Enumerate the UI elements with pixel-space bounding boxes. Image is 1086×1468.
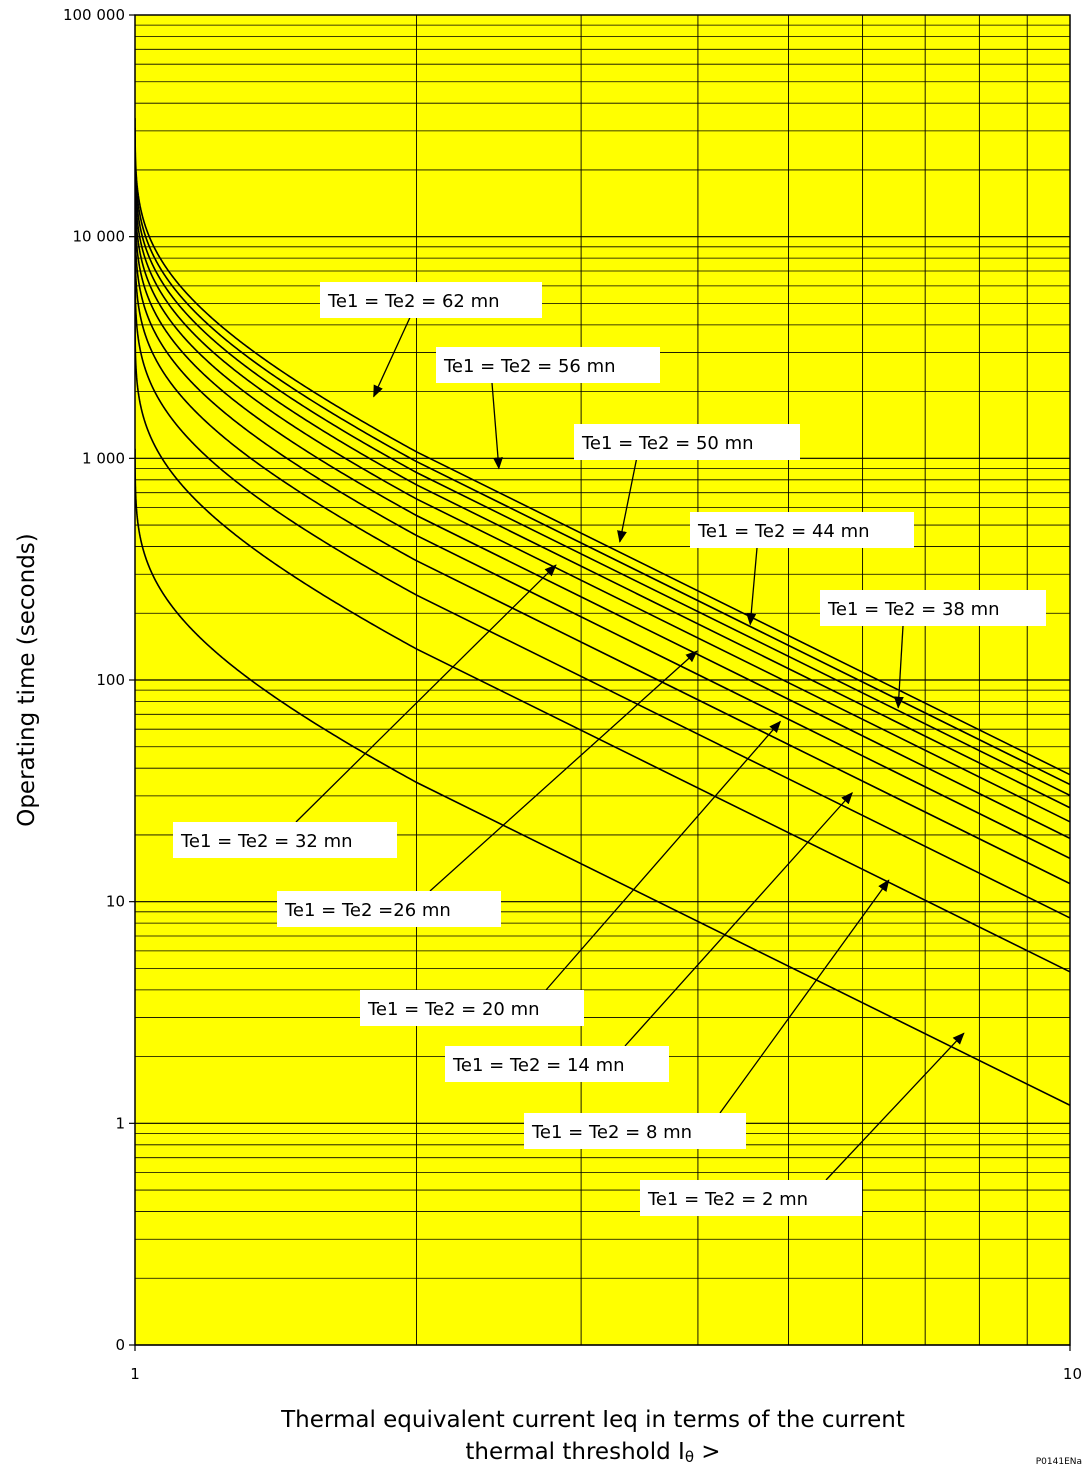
- callout-label: Te1 = Te2 = 62 mn: [327, 291, 500, 312]
- callout-box: [436, 347, 660, 383]
- callout-arrow: [545, 720, 781, 991]
- callout-box: [574, 424, 800, 460]
- callout-arrow: [825, 1032, 965, 1181]
- callout-arrow: [719, 879, 890, 1114]
- callout-arrow: [746, 547, 758, 626]
- callout-box: [277, 891, 501, 927]
- callout-label: Te1 = Te2 = 38 mn: [827, 599, 1000, 620]
- callout-box: [445, 1046, 669, 1082]
- annotations: Te1 = Te2 = 62 mn Te1 = Te2 = 56 mn Te1 = …: [173, 282, 1046, 1216]
- y-tick-label: 1 000: [82, 449, 125, 467]
- callout-label: Te1 = Te2 = 20 mn: [367, 999, 540, 1020]
- callout-box: [320, 282, 542, 318]
- x-axis-title-suffix: >: [694, 1439, 721, 1465]
- callout-label: Te1 = Te2 = 32 mn: [180, 831, 353, 852]
- callout-label: Te1 = Te2 = 2 mn: [647, 1189, 808, 1210]
- callout-box: [524, 1113, 746, 1149]
- callout-label: Te1 = Te2 = 50 mn: [581, 433, 754, 454]
- y-tick-label: 100: [96, 671, 125, 689]
- callout-box: [640, 1180, 862, 1216]
- callout-label: Te1 = Te2 =26 mn: [284, 900, 451, 921]
- callout-arrow: [491, 382, 503, 470]
- y-tick-label: 10 000: [73, 228, 126, 246]
- callout-box: [820, 590, 1046, 626]
- callout-arrow: [295, 564, 557, 823]
- callout-label: Te1 = Te2 = 56 mn: [443, 356, 616, 377]
- x-axis-title-line1: Thermal equivalent current Ieq in terms …: [280, 1407, 905, 1433]
- x-axis-title-line2: thermal threshold Iθ >: [465, 1439, 720, 1466]
- x-axis-title-subscript: θ: [685, 1448, 694, 1466]
- callout-label: Te1 = Te2 = 44 mn: [697, 521, 870, 542]
- callout-arrow: [624, 792, 853, 1047]
- callout-arrow: [429, 650, 698, 892]
- x-tick-label: 1: [130, 1365, 140, 1383]
- callout-box: [173, 822, 397, 858]
- y-tick-label: 0: [115, 1336, 125, 1354]
- callout-arrow: [893, 625, 904, 709]
- callout-label: Te1 = Te2 = 14 mn: [452, 1055, 625, 1076]
- callout-label: Te1 = Te2 = 8 mn: [531, 1122, 692, 1143]
- y-axis-title: Operating time (seconds): [14, 533, 40, 827]
- x-axis-title-main: thermal threshold I: [465, 1439, 684, 1465]
- y-tick-label: 10: [106, 893, 125, 911]
- y-tick-label: 100 000: [63, 6, 125, 24]
- y-tick-label: 1: [115, 1114, 125, 1132]
- callout-box: [690, 512, 914, 548]
- figure-code: P0141ENa: [1036, 1457, 1082, 1467]
- callout-box: [360, 990, 584, 1026]
- x-tick-label: 10: [1063, 1365, 1082, 1383]
